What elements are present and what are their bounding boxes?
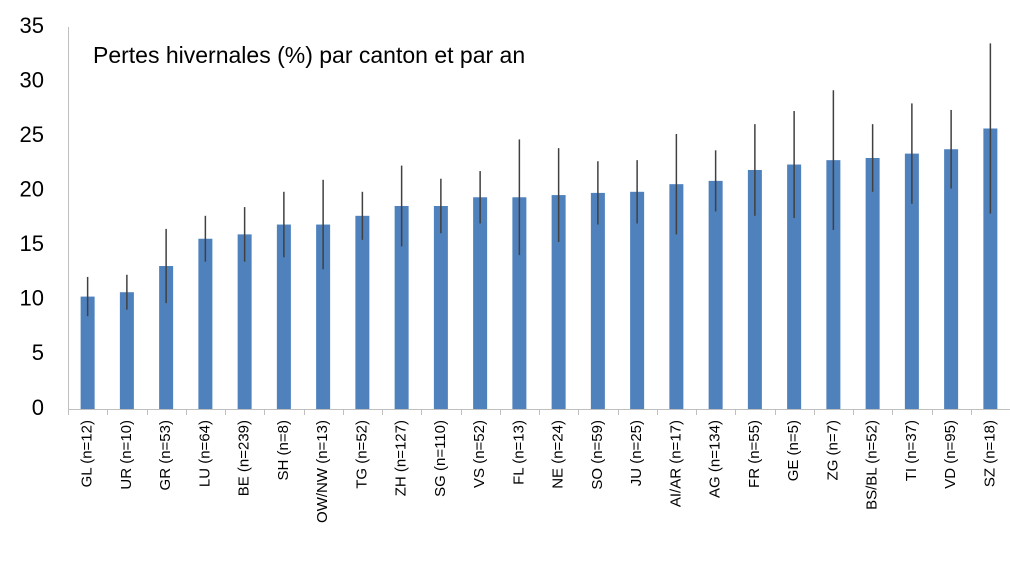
x-tick-label: FR (n=55)	[746, 420, 763, 488]
x-tick-label: UR (n=10)	[118, 420, 135, 490]
bar	[865, 157, 880, 409]
x-tick-label: OW/NW (n=13)	[314, 420, 331, 523]
chart-title: Pertes hivernales (%) par canton et par …	[93, 42, 525, 68]
bar	[983, 128, 998, 409]
bar	[119, 292, 134, 409]
y-tick-label: 5	[32, 340, 44, 365]
y-tick-label: 35	[20, 13, 44, 38]
x-tick-label: TG (n=52)	[353, 420, 370, 489]
bar	[159, 266, 174, 409]
x-tick-label: ZG (n=7)	[824, 420, 841, 480]
x-tick-label: TI (n=37)	[903, 420, 920, 481]
bar	[237, 234, 252, 409]
bar	[826, 160, 841, 409]
bar	[551, 195, 566, 409]
bar	[512, 197, 527, 409]
y-tick-label: 30	[20, 67, 44, 92]
bar	[708, 180, 723, 409]
x-tick-label: LU (n=64)	[196, 420, 213, 487]
bar	[590, 192, 605, 409]
x-tick-label: GL (n=12)	[79, 420, 96, 487]
x-tick-label: SO (n=59)	[589, 420, 606, 490]
x-tick-label: BE (n=239)	[236, 420, 253, 496]
x-tick-label: SZ (n=18)	[981, 420, 998, 487]
y-tick-label: 15	[20, 231, 44, 256]
x-tick-label: AI/AR (n=17)	[667, 420, 684, 507]
bar	[276, 224, 291, 409]
y-tick-label: 10	[20, 286, 44, 311]
bar	[355, 215, 370, 409]
x-tick-label: GE (n=5)	[785, 420, 802, 481]
y-tick-label: 25	[20, 122, 44, 147]
bar	[316, 224, 331, 409]
bar	[630, 191, 645, 409]
y-tick-label: 0	[32, 395, 44, 420]
bar	[198, 238, 213, 409]
x-tick-label: AG (n=134)	[707, 420, 724, 498]
x-tick-label: GR (n=53)	[157, 420, 174, 490]
x-tick-label: ZH (n=127)	[393, 420, 410, 496]
bar	[433, 205, 448, 409]
bar	[80, 296, 95, 409]
bar	[747, 169, 762, 409]
x-tick-label: VD (n=95)	[942, 420, 959, 489]
bar	[944, 149, 959, 410]
x-tick-label: BS/BL (n=52)	[864, 420, 881, 510]
bar	[787, 164, 802, 409]
x-tick-label: SH (n=8)	[275, 420, 292, 480]
x-tick-label: FL (n=13)	[510, 420, 527, 485]
bar	[394, 205, 409, 409]
bar	[669, 184, 684, 409]
x-tick-label: SG (n=110)	[432, 420, 449, 497]
y-tick-label: 20	[20, 177, 44, 202]
x-tick-label: JU (n=25)	[628, 420, 645, 486]
bar	[904, 153, 919, 409]
bar	[473, 197, 488, 409]
x-tick-label: NE (n=24)	[550, 420, 567, 489]
x-tick-label: VS (n=52)	[471, 420, 488, 488]
